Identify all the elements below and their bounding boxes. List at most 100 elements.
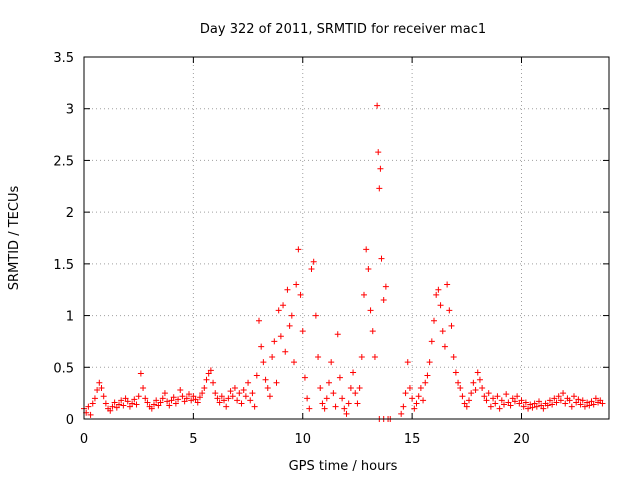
data-point — [426, 359, 433, 366]
y-tick-label: 1 — [66, 310, 74, 325]
data-point — [367, 307, 374, 314]
data-point — [284, 286, 291, 293]
x-tick-label: 15 — [404, 432, 421, 447]
data-point — [422, 379, 429, 386]
data-point — [380, 297, 387, 304]
data-point — [266, 393, 273, 400]
data-point — [207, 367, 214, 374]
axis-ticks — [83, 56, 609, 420]
data-point — [181, 398, 188, 405]
data-point — [310, 258, 317, 265]
data-point — [186, 391, 192, 398]
data-point — [293, 281, 300, 288]
data-point — [170, 394, 177, 401]
data-point — [494, 393, 501, 400]
data-point — [118, 397, 125, 404]
data-point — [341, 405, 348, 412]
data-point — [343, 410, 350, 417]
data-point — [472, 387, 479, 394]
data-point — [544, 402, 551, 409]
data-point — [435, 286, 442, 293]
data-point — [481, 393, 488, 400]
data-point — [496, 405, 503, 412]
data-point — [199, 390, 206, 397]
data-point — [225, 395, 232, 402]
y-tick-label: 2.5 — [53, 154, 74, 169]
data-point — [597, 397, 604, 404]
data-point — [433, 291, 440, 298]
data-point — [505, 399, 512, 406]
data-point — [317, 384, 324, 391]
data-point — [549, 401, 556, 408]
data-point — [374, 102, 381, 109]
data-point — [406, 384, 413, 391]
data-point — [536, 398, 542, 405]
data-point — [363, 246, 370, 253]
data-point — [253, 372, 260, 379]
data-point — [487, 403, 494, 410]
data-point — [461, 400, 468, 407]
data-point — [223, 403, 230, 410]
data-point — [275, 307, 282, 314]
data-point — [599, 400, 606, 407]
data-point — [251, 403, 258, 410]
data-point — [295, 246, 302, 253]
data-point — [336, 374, 343, 381]
data-point — [474, 369, 481, 376]
data-point — [234, 397, 241, 404]
data-point — [164, 398, 171, 405]
data-point — [411, 405, 418, 412]
data-points — [81, 102, 606, 422]
data-point — [188, 397, 195, 404]
data-point — [133, 401, 140, 408]
data-point — [375, 149, 382, 156]
data-point — [516, 400, 523, 407]
data-point — [203, 376, 210, 383]
data-point — [100, 393, 107, 400]
data-point — [557, 397, 564, 404]
data-point — [323, 395, 330, 402]
data-point — [413, 400, 420, 407]
data-point — [172, 400, 179, 407]
data-point — [529, 404, 536, 411]
data-point — [258, 343, 265, 350]
y-tick-label: 1.5 — [53, 258, 74, 273]
data-point — [531, 400, 538, 407]
y-tick-label: 3.5 — [53, 51, 74, 66]
data-point — [428, 338, 435, 345]
data-point — [277, 333, 284, 340]
data-point — [304, 395, 311, 402]
data-point — [518, 397, 525, 404]
y-tick-label: 2 — [66, 206, 74, 221]
y-tick-label: 3 — [66, 103, 74, 118]
data-point — [98, 384, 105, 391]
data-point — [111, 399, 118, 406]
data-point — [328, 359, 335, 366]
data-point — [455, 379, 462, 386]
data-point — [159, 395, 166, 402]
data-point — [498, 397, 505, 404]
data-point — [350, 369, 357, 376]
data-point — [280, 302, 287, 309]
y-axis-label: SRMTID / TECUs — [7, 186, 22, 291]
data-point — [448, 322, 455, 329]
data-point — [269, 353, 276, 360]
data-point — [87, 411, 94, 418]
data-point — [568, 403, 575, 410]
data-point — [457, 384, 464, 391]
data-point — [282, 348, 289, 355]
data-point — [168, 397, 175, 404]
data-point — [514, 393, 521, 400]
data-point — [177, 387, 184, 394]
data-point — [306, 405, 313, 412]
data-point — [190, 393, 197, 400]
data-point — [525, 405, 532, 412]
data-point — [245, 379, 252, 386]
data-point — [468, 390, 475, 397]
data-point — [527, 401, 534, 408]
x-axis-label: GPS time / hours — [289, 459, 398, 474]
data-point — [238, 400, 245, 407]
data-point — [153, 397, 160, 404]
data-point — [501, 401, 507, 408]
